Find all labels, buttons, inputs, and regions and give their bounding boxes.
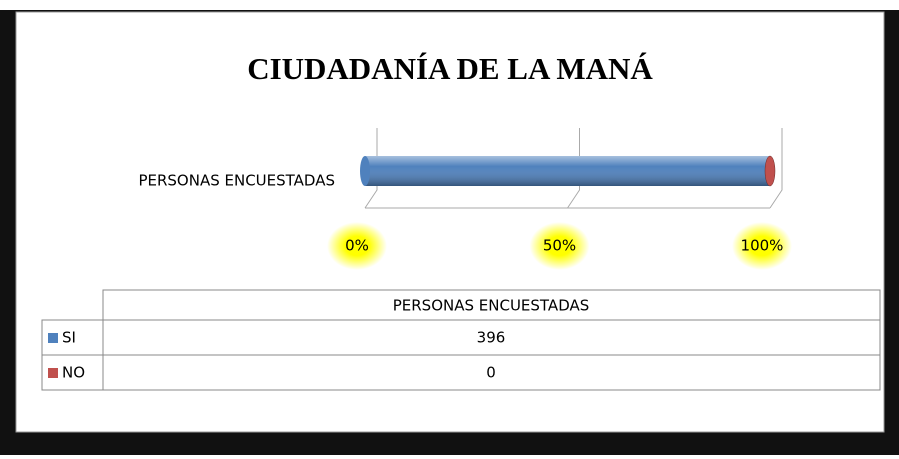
tick-highlight <box>327 222 387 270</box>
x-tick-label: 0% <box>345 237 369 255</box>
grid-line <box>364 128 378 209</box>
table-value: 396 <box>477 329 506 347</box>
legend-label: SI <box>62 329 76 347</box>
x-tick-label: 100% <box>741 237 784 255</box>
chart-title: CIUDADANÍA DE LA MANÁ <box>247 51 653 86</box>
table-value: 0 <box>486 364 496 382</box>
data-table <box>41 289 881 391</box>
legend-label: NO <box>62 364 85 382</box>
bar-segment <box>365 156 770 186</box>
grid-line <box>769 128 783 209</box>
legend-key <box>48 333 58 343</box>
tick-highlight <box>732 222 792 270</box>
y-tick-label: PERSONAS ENCUESTADAS <box>138 172 335 190</box>
bar-shade <box>365 156 770 186</box>
x-tick-label: 50% <box>543 237 576 255</box>
legend-key <box>48 368 58 378</box>
table-header: PERSONAS ENCUESTADAS <box>393 297 590 315</box>
bar-cap <box>360 156 370 186</box>
bar-end <box>764 155 776 187</box>
tick-highlight <box>529 222 590 270</box>
grid-line <box>567 128 580 209</box>
chart-panel <box>15 11 885 433</box>
